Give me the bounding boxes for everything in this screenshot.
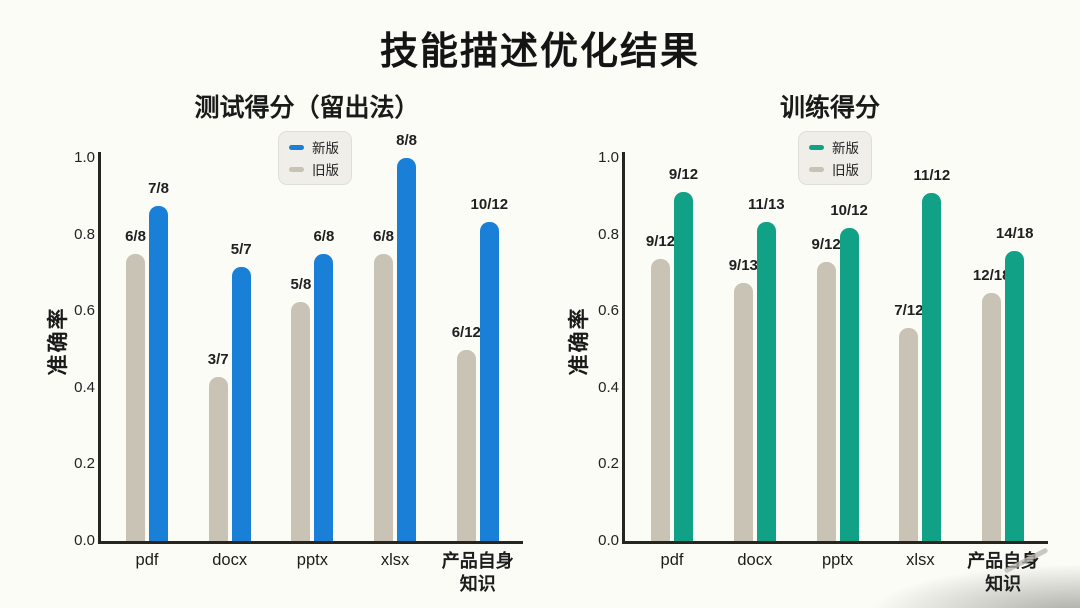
legend-label: 新版 [832, 141, 859, 156]
bar-value-label: 6/8 [313, 227, 335, 245]
x-category-label: docx [212, 551, 248, 569]
x-axis-line [98, 541, 523, 544]
bar-value-label: 10/12 [470, 195, 509, 213]
y-tick-label: 1.0 [74, 149, 95, 166]
y-tick-label: 0.8 [74, 225, 95, 243]
new-version-bar-docx [756, 221, 776, 541]
old-version-bar-docx [733, 282, 753, 541]
old-version-swatch [809, 166, 824, 172]
bar-value-label: 9/12 [645, 233, 676, 251]
new-version-bar-xlsx [922, 193, 942, 541]
legend-label: 新版 [312, 141, 339, 156]
old-version-bar-pdf [126, 253, 145, 541]
y-tick-label: 0.2 [74, 455, 95, 473]
old-version-bar-docx [208, 376, 228, 541]
legend-label: 旧版 [312, 163, 339, 178]
new-version-swatch [809, 144, 824, 150]
old-version-bar-pdf [651, 259, 670, 541]
bar-value-label: 8/8 [396, 132, 418, 149]
corner-shadow [860, 562, 1080, 608]
bar-value-label: 6/12 [451, 323, 481, 341]
y-tick-label: 0.6 [74, 302, 95, 320]
old-version-swatch [289, 166, 304, 172]
bar-value-label: 11/13 [747, 195, 785, 213]
figure-title: 技能描述优化结果 [379, 31, 701, 73]
new-version-bar-xlsx [397, 158, 417, 541]
new-version-bar-pptx [314, 253, 334, 541]
x-category-label: 产品自身知识 [967, 551, 1039, 594]
new-version-bar-docx [231, 267, 251, 541]
legend-label: 旧版 [832, 163, 859, 178]
bar-value-label: 5/7 [230, 241, 252, 259]
left-chart-title: 测试得分（留出法） [194, 94, 420, 122]
y-axis-line [98, 152, 101, 544]
legend-row: 新版 [809, 137, 859, 157]
y-tick-label: 0.6 [598, 302, 619, 320]
y-axis-line [622, 152, 625, 544]
old-version-bar-pptx [816, 262, 836, 541]
x-category-label: xlsx [380, 551, 410, 569]
bar-value-label: 6/8 [373, 227, 395, 245]
old-version-bar-pptx [291, 301, 311, 541]
new-version-bar- [1005, 251, 1025, 541]
bar-value-label: 9/12 [811, 236, 841, 254]
bar-value-label: 11/12 [913, 167, 951, 185]
x-category-label: pptx [296, 551, 328, 569]
x-category-label: pptx [822, 551, 854, 569]
y-tick-label: 0.2 [598, 455, 619, 473]
y-tick-label: 0.0 [74, 532, 95, 549]
bar-value-label: 14/18 [995, 225, 1034, 243]
legend-row: 旧版 [809, 159, 859, 179]
old-version-bar- [456, 349, 476, 541]
bar-value-label: 9/13 [728, 256, 758, 274]
y-tick-label: 1.0 [598, 149, 619, 166]
y-tick-label: 0.8 [598, 225, 619, 243]
new-version-bar-pdf [674, 192, 693, 541]
y-tick-label: 0.0 [598, 532, 619, 549]
x-category-label: xlsx [906, 551, 935, 569]
bar-value-label: 6/8 [125, 227, 146, 245]
bar-value-label: 7/12 [894, 302, 924, 320]
x-category-label: docx [737, 551, 773, 569]
bar-value-label: 3/7 [207, 350, 229, 368]
new-version-bar-pptx [839, 228, 859, 541]
old-version-bar- [982, 292, 1002, 541]
bar-value-label: 9/12 [668, 166, 699, 184]
right-chart-title: 训练得分 [779, 94, 881, 122]
legend-row: 旧版 [289, 159, 339, 179]
x-category-label: 产品自身知识 [441, 551, 514, 594]
x-category-label: pdf [660, 551, 684, 569]
x-axis-line [622, 541, 1048, 544]
new-version-swatch [289, 144, 304, 150]
x-category-label: pdf [135, 551, 159, 569]
old-version-bar-xlsx [374, 253, 394, 541]
right-legend: 新版 旧版 [798, 131, 872, 185]
bar-value-label: 10/12 [830, 202, 868, 220]
y-tick-label: 0.4 [74, 378, 95, 396]
y-tick-label: 0.4 [598, 378, 619, 396]
legend-row: 新版 [289, 137, 339, 157]
bar-value-label: 5/8 [290, 275, 312, 293]
bar-value-label: 7/8 [148, 179, 169, 197]
left-legend: 新版 旧版 [278, 131, 352, 185]
new-version-bar- [479, 221, 499, 541]
bar-value-label: 12/18 [972, 266, 1011, 284]
old-version-bar-xlsx [899, 328, 919, 541]
new-version-bar-pdf [149, 205, 168, 541]
